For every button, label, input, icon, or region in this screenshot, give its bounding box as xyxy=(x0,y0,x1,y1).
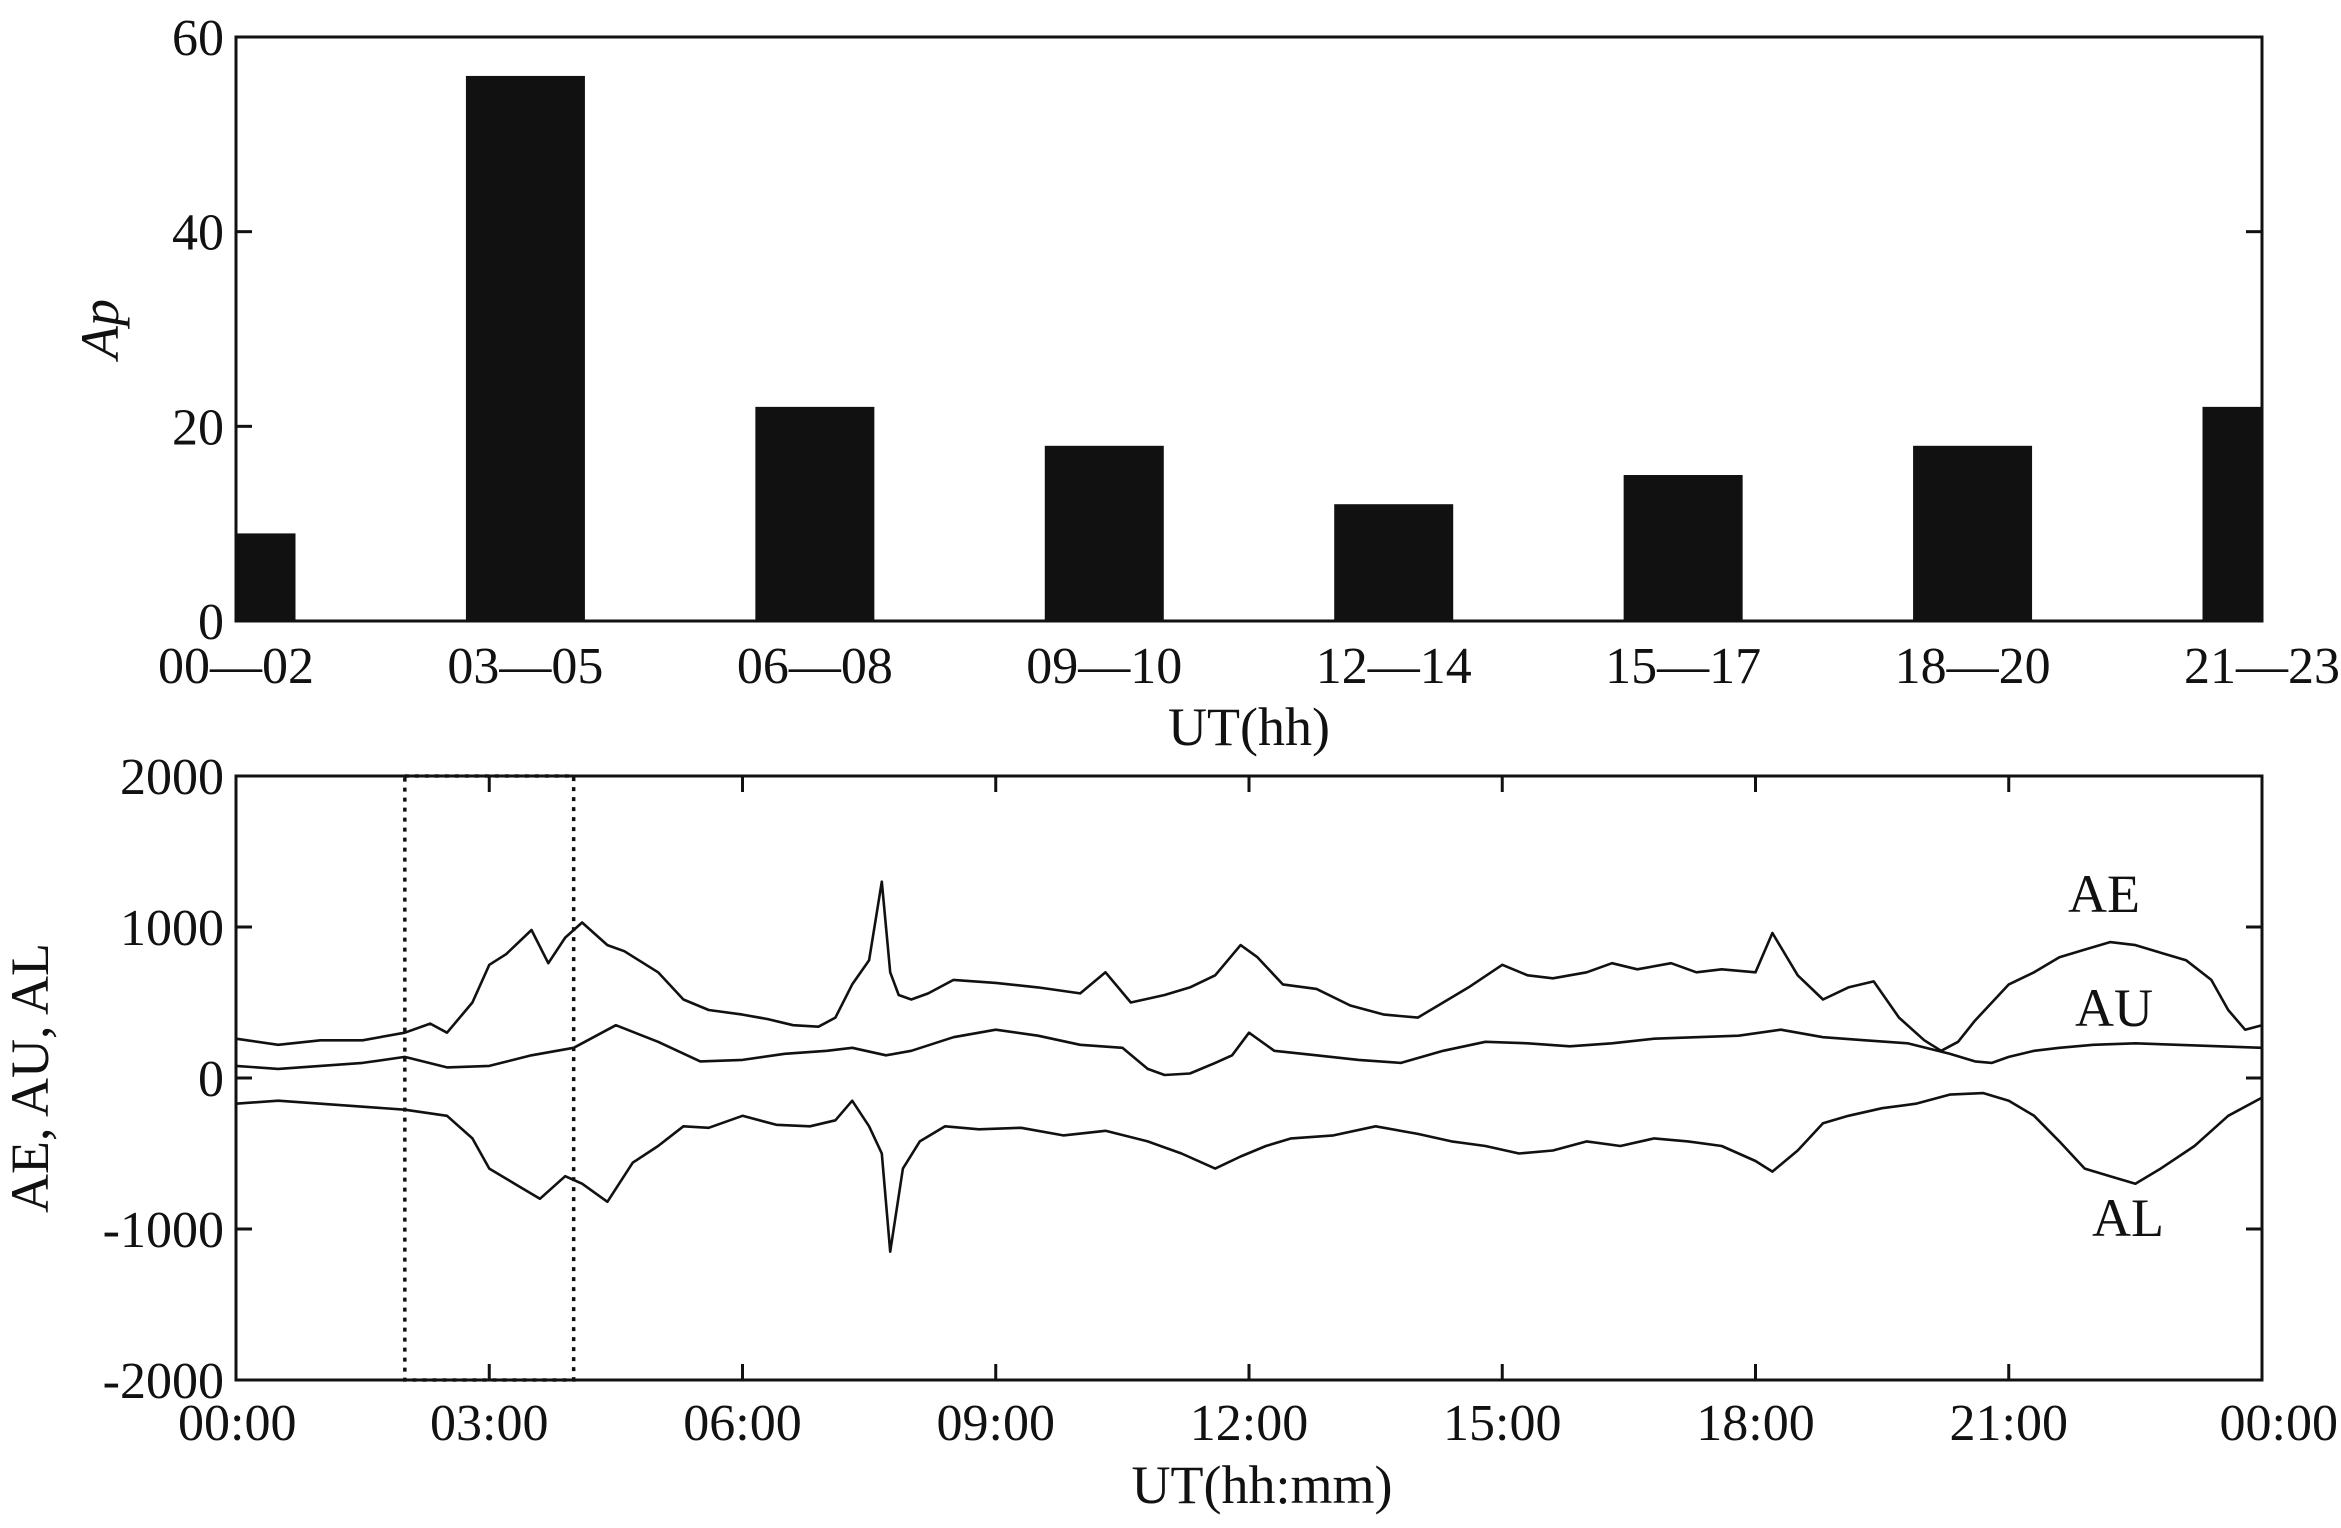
ap-bar xyxy=(465,75,585,621)
ap-x-tick-label: 18—20 xyxy=(1895,638,2051,695)
index-x-tick-label: 03:00 xyxy=(430,1395,548,1452)
ap-y-tick-label: 20 xyxy=(172,399,224,456)
ap-x-tick-label: 06—08 xyxy=(737,638,893,695)
index-lines xyxy=(235,880,2263,1253)
index-x-tick-label: 00:00 xyxy=(178,1395,296,1452)
index-x-tick-label: 06:00 xyxy=(683,1395,801,1452)
ap-bar xyxy=(1044,445,1164,621)
ae-au-al-line-chart: -2000 -1000 0 1000 2000 00:00 03:00 06:00 09:00… xyxy=(0,749,2338,1515)
series-label-ae: AE xyxy=(2068,864,2140,924)
index-x-axis-label: UT(hh:mm) xyxy=(1132,1455,1393,1515)
ap-bar-chart: 0 20 40 60 00—02 03—05 06—08 09—10 12—14 15—17 18… xyxy=(70,10,2340,757)
series-label-al: AL xyxy=(2092,1188,2164,1248)
index-y-axis: -2000 -1000 0 1000 2000 xyxy=(103,749,2262,1410)
ap-bar xyxy=(236,533,296,621)
index-x-tick-label: 21:00 xyxy=(1950,1395,2068,1452)
ap-y-axis: 0 20 40 60 xyxy=(172,10,2262,651)
index-x-tick-label: 18:00 xyxy=(1696,1395,1814,1452)
ap-bar xyxy=(2202,406,2262,621)
series-label-au: AU xyxy=(2075,978,2153,1038)
ap-x-tick-label: 03—05 xyxy=(447,638,603,695)
index-y-tick-label: 0 xyxy=(198,1051,224,1108)
ap-x-tick-label: 15—17 xyxy=(1605,638,1761,695)
ap-x-axis-label: UT(hh) xyxy=(1168,697,1330,757)
index-x-tick-label: 00:00 xyxy=(2220,1395,2338,1452)
index-y-tick-label: 2000 xyxy=(120,749,224,806)
index-y-tick-label: -1000 xyxy=(103,1202,224,1259)
top-plot-frame xyxy=(234,35,2264,623)
series-line-au xyxy=(235,1023,2263,1077)
bottom-plot-frame xyxy=(234,774,2264,1382)
highlight-box xyxy=(403,774,576,1382)
series-line-ae xyxy=(235,880,2263,1053)
ap-bar xyxy=(1913,445,2033,621)
ap-y-axis-label: Ap xyxy=(70,299,130,362)
index-y-tick-label: 1000 xyxy=(120,900,224,957)
ap-bar xyxy=(1334,504,1454,621)
index-y-tick-label: -2000 xyxy=(103,1353,224,1410)
ap-x-tick-label: 21—23 xyxy=(2184,638,2340,695)
index-x-axis: 00:00 03:00 06:00 09:00 12:00 15:00 18:00 21:00… xyxy=(178,776,2338,1452)
ap-x-axis: 00—02 03—05 06—08 09—10 12—14 15—17 18—20 21—23 xyxy=(158,638,2340,695)
ap-bars xyxy=(236,75,2262,621)
dotted-highlight-box xyxy=(403,774,576,1382)
index-y-axis-label: AE, AU, AL xyxy=(0,943,60,1213)
ap-x-tick-label: 12—14 xyxy=(1316,638,1472,695)
ap-bar xyxy=(1623,475,1743,621)
ap-y-tick-label: 40 xyxy=(172,205,224,262)
series-line-al xyxy=(235,1091,2263,1253)
ap-y-tick-label: 0 xyxy=(198,594,224,651)
index-x-tick-label: 15:00 xyxy=(1443,1395,1561,1452)
index-x-tick-label: 09:00 xyxy=(937,1395,1055,1452)
ap-bar xyxy=(755,406,875,621)
index-x-tick-label: 12:00 xyxy=(1190,1395,1308,1452)
ap-x-tick-label: 09—10 xyxy=(1026,638,1182,695)
ap-x-tick-label: 00—02 xyxy=(158,638,314,695)
ap-y-tick-label: 60 xyxy=(172,10,224,67)
